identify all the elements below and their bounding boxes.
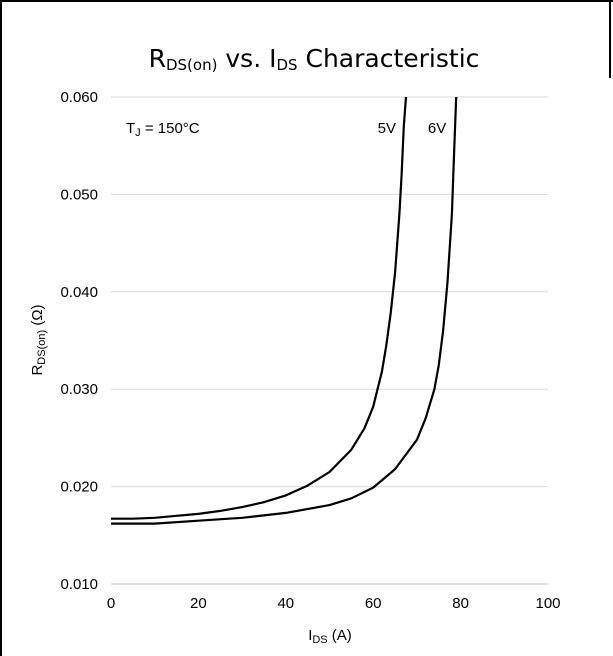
x-tick-label: 80 [452,595,469,612]
y-tick-label: 0.060 [60,89,98,106]
series-line-5v [111,96,408,520]
x-tick-label: 20 [190,595,207,612]
frame-right-border [609,0,611,78]
series-line-6v [111,96,458,525]
grid-layer [111,96,548,488]
x-axis-label: IDS (A) [308,627,352,646]
series-label-6v: 6V [428,120,446,137]
y-axis-label-group: RDS(on) (Ω) [29,304,48,375]
y-tick-label: 0.020 [60,479,98,496]
y-tick-label: 0.050 [60,186,98,203]
x-tick-label: 40 [277,595,294,612]
frame-top-border [0,0,613,2]
series-label-layer: 5V 6V [378,120,447,137]
frame-left-border [0,0,2,656]
x-tick-label: 0 [107,595,115,612]
x-tick-label: 100 [535,595,560,612]
tick-label-layer: 0.010 0.020 0.030 0.040 0.050 0.060 0 20 40 60 80 1… [60,89,560,612]
series-layer [111,96,458,525]
y-tick-label: 0.040 [60,284,98,301]
junction-temperature-annotation: TJ = 150°C [126,120,200,139]
x-tick-label: 60 [365,595,382,612]
series-label-5v: 5V [378,120,396,137]
y-tick-label: 0.010 [60,576,98,593]
y-tick-label: 0.030 [60,381,98,398]
y-axis-label: RDS(on) (Ω) [29,304,48,375]
chart-title: RDS(on) vs. IDS Characteristic [149,44,480,74]
